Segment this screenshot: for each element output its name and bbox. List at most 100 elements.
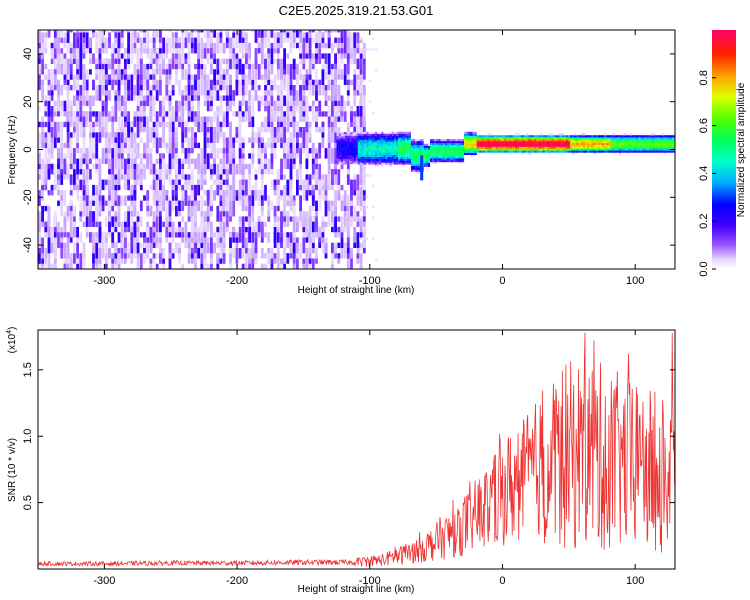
heatmap-cell xyxy=(523,135,526,138)
heatmap-cell xyxy=(225,153,229,164)
heatmap-cell xyxy=(347,145,350,148)
heatmap-cell xyxy=(572,142,575,145)
heatmap-cell xyxy=(515,148,518,151)
heatmap-cell xyxy=(101,100,105,106)
heatmap-cell xyxy=(659,137,662,140)
heatmap-cell xyxy=(200,174,204,185)
heatmap-cell xyxy=(595,148,598,151)
heatmap-cell xyxy=(555,150,558,153)
heatmap-cell xyxy=(453,146,456,149)
heatmap-cell xyxy=(515,140,518,144)
heatmap-cell xyxy=(340,69,344,75)
heatmap-cell xyxy=(302,237,306,254)
heatmap-cell xyxy=(376,156,380,159)
heatmap-cell xyxy=(155,253,159,259)
heatmap-cell xyxy=(364,162,367,165)
heatmap-cell xyxy=(474,143,477,146)
heatmap-cell xyxy=(425,161,428,164)
snr-frame xyxy=(37,329,676,570)
heatmap-cell xyxy=(359,127,363,138)
heatmap-cell xyxy=(146,63,150,70)
heatmap-cell xyxy=(311,58,315,64)
heatmap-cell xyxy=(69,53,73,59)
heatmap-cell xyxy=(419,139,422,142)
heatmap-cell xyxy=(50,42,54,59)
heatmap-cell xyxy=(168,153,172,170)
heatmap-cell xyxy=(453,152,456,155)
heatmap-cell xyxy=(374,150,377,154)
heatmap-cell xyxy=(400,141,403,144)
heatmap-cell xyxy=(311,30,315,33)
heatmap-cell xyxy=(184,200,188,206)
heatmap-cell xyxy=(427,147,431,150)
heatmap-cell xyxy=(578,148,581,151)
heatmap-cell xyxy=(413,160,416,163)
heatmap-cell xyxy=(359,100,363,117)
heatmap-cell xyxy=(104,232,108,238)
heatmap-cell xyxy=(127,158,130,164)
heatmap-cell xyxy=(580,150,583,153)
heatmap-cell xyxy=(389,131,392,134)
heatmap-cell xyxy=(661,137,664,140)
heatmap-cell xyxy=(391,143,394,146)
heatmap-cell xyxy=(576,140,579,144)
heatmap-cell xyxy=(264,30,267,38)
heatmap-cell xyxy=(289,30,293,43)
heatmap-cell xyxy=(296,179,299,196)
heatmap-cell xyxy=(98,95,102,101)
heatmap-cell xyxy=(595,135,598,138)
heatmap-cell xyxy=(366,131,369,134)
heatmap-cell xyxy=(337,226,341,233)
heatmap-cell xyxy=(487,144,490,147)
heatmap-cell xyxy=(280,111,283,122)
heatmap-cell xyxy=(623,140,626,144)
heatmap-cell xyxy=(235,58,239,64)
heatmap-cell xyxy=(574,137,577,140)
heatmap-cell xyxy=(672,135,675,138)
heatmap-cell xyxy=(136,226,140,243)
heatmap-cell xyxy=(655,150,658,153)
heatmap-cell xyxy=(362,184,365,188)
heatmap-cell xyxy=(387,162,390,165)
heatmap-cell xyxy=(415,158,418,161)
heatmap-cell xyxy=(481,139,484,142)
heatmap-cell xyxy=(222,58,226,64)
heatmap-cell xyxy=(415,140,418,144)
heatmap-cell xyxy=(595,144,598,147)
heatmap-cell xyxy=(368,48,372,51)
heatmap-cell xyxy=(362,237,365,240)
heatmap-cell xyxy=(642,144,645,147)
heatmap-cell xyxy=(359,37,362,41)
heatmap-cell xyxy=(50,85,54,91)
heatmap-cell xyxy=(648,139,651,142)
heatmap-cell xyxy=(197,142,200,149)
heatmap-cell xyxy=(546,139,549,142)
heatmap-cell xyxy=(203,30,207,38)
heatmap-cell xyxy=(273,74,277,91)
heatmap-cell xyxy=(343,111,347,122)
heatmap-cell xyxy=(108,74,111,80)
heatmap-cell xyxy=(216,74,220,80)
heatmap-cell xyxy=(379,156,382,159)
heatmap-cell xyxy=(525,144,528,147)
heatmap-cell xyxy=(89,69,92,75)
heatmap-cell xyxy=(457,148,460,151)
heatmap-cell xyxy=(340,156,343,159)
heatmap-cell xyxy=(270,79,274,85)
heatmap-cell xyxy=(340,48,344,54)
heatmap-cell xyxy=(599,139,603,142)
heatmap-cell xyxy=(421,140,424,144)
heatmap-cell xyxy=(190,169,194,185)
heatmap-cell xyxy=(398,160,401,163)
heatmap-cell xyxy=(483,140,486,144)
heatmap-cell xyxy=(89,111,92,122)
heatmap-cell xyxy=(336,156,339,159)
heatmap-cell xyxy=(114,132,118,138)
heatmap-cell xyxy=(644,142,647,145)
heatmap-cell xyxy=(229,211,232,222)
heatmap-cell xyxy=(415,161,418,165)
heatmap-cell xyxy=(400,154,403,157)
heatmap-cell xyxy=(670,146,673,149)
heatmap-cell xyxy=(50,127,54,138)
heatmap-cell xyxy=(168,30,172,33)
